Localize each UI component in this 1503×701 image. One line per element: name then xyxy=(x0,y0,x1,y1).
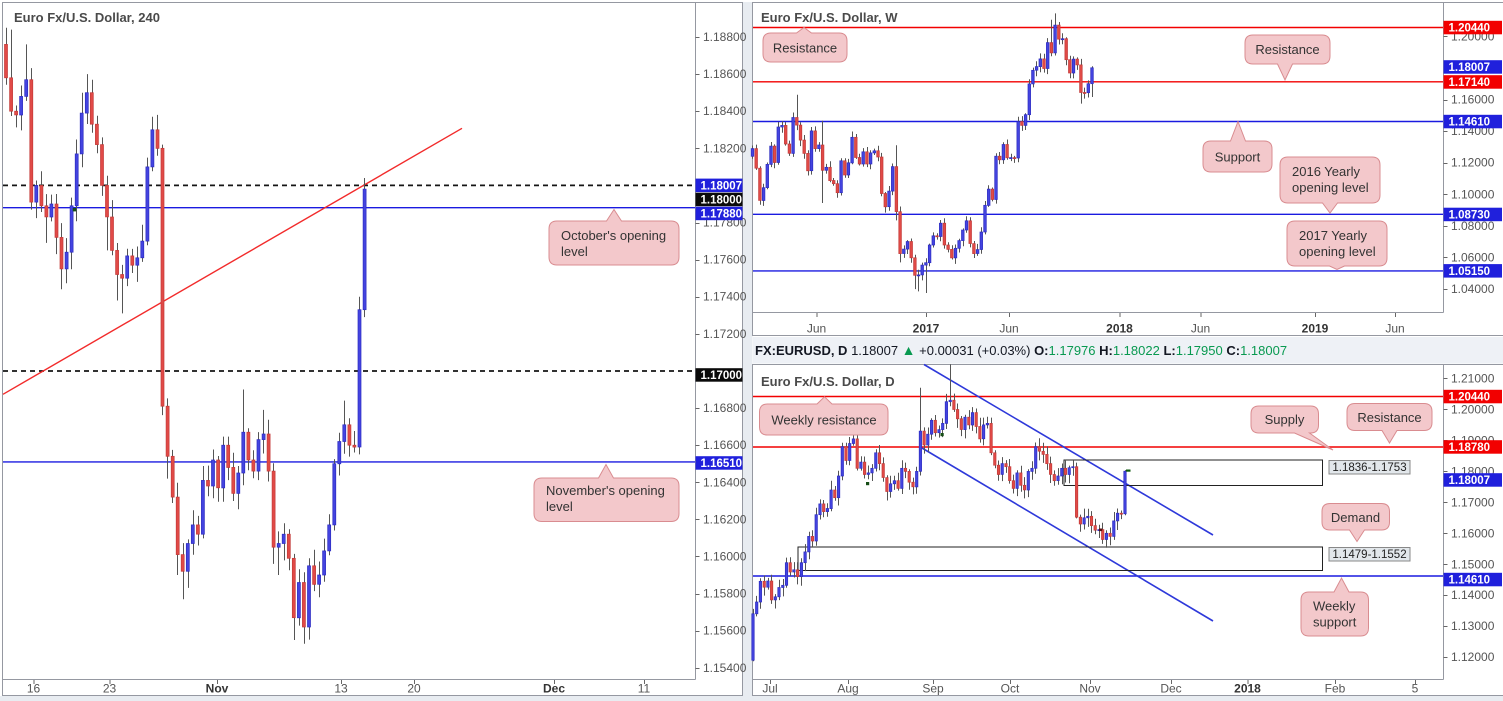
svg-text:1.18007: 1.18007 xyxy=(1449,475,1491,487)
svg-text:1.14610: 1.14610 xyxy=(1449,117,1491,129)
svg-text:1.16200: 1.16200 xyxy=(703,512,747,526)
svg-text:1.18200: 1.18200 xyxy=(703,141,747,155)
svg-text:level: level xyxy=(561,244,588,259)
svg-text:Weekly: Weekly xyxy=(1313,599,1356,614)
svg-text:5: 5 xyxy=(1412,682,1419,696)
svg-text:1.15400: 1.15400 xyxy=(703,661,747,675)
svg-text:Support: Support xyxy=(1215,150,1261,165)
svg-text:1.20440: 1.20440 xyxy=(1449,23,1491,35)
svg-text:1.17200: 1.17200 xyxy=(703,327,747,341)
svg-text:1.14610: 1.14610 xyxy=(1449,575,1491,587)
svg-text:1.18800: 1.18800 xyxy=(703,30,747,44)
svg-text:1.15000: 1.15000 xyxy=(1451,557,1495,571)
svg-text:1.1479-1.1552: 1.1479-1.1552 xyxy=(1332,549,1406,561)
svg-text:opening level: opening level xyxy=(1292,180,1369,195)
svg-text:2017: 2017 xyxy=(913,322,940,336)
svg-text:1.14000: 1.14000 xyxy=(1451,588,1495,602)
svg-text:13: 13 xyxy=(334,682,348,696)
svg-text:1.20440: 1.20440 xyxy=(1449,392,1491,404)
svg-text:11: 11 xyxy=(638,682,651,696)
svg-text:Oct: Oct xyxy=(1001,682,1020,696)
svg-text:1.12000: 1.12000 xyxy=(1451,156,1495,170)
svg-text:1.06000: 1.06000 xyxy=(1451,251,1495,265)
svg-text:1.04000: 1.04000 xyxy=(1451,282,1495,296)
svg-text:1.18000: 1.18000 xyxy=(701,194,743,206)
svg-text:1.21000: 1.21000 xyxy=(1451,372,1495,386)
svg-text:Jun: Jun xyxy=(807,322,826,336)
svg-text:20: 20 xyxy=(407,682,421,696)
svg-text:Supply: Supply xyxy=(1265,412,1305,427)
svg-text:1.16000: 1.16000 xyxy=(703,550,747,564)
svg-text:23: 23 xyxy=(103,682,117,696)
svg-text:Sep: Sep xyxy=(922,682,944,696)
svg-text:FX:EURUSD, D 1.18007 ▲ +0.000: FX:EURUSD, D 1.18007 ▲ +0.00031 (+0.03%)… xyxy=(755,342,1287,358)
svg-text:1.17140: 1.17140 xyxy=(1449,77,1491,89)
svg-text:1.17880: 1.17880 xyxy=(701,208,743,220)
svg-text:1.20000: 1.20000 xyxy=(1451,403,1495,417)
svg-text:1.16800: 1.16800 xyxy=(703,401,747,415)
svg-text:1.13000: 1.13000 xyxy=(1451,619,1495,633)
svg-text:Resistance: Resistance xyxy=(773,41,837,56)
svg-text:1.08000: 1.08000 xyxy=(1451,219,1495,233)
svg-text:2018: 2018 xyxy=(1234,682,1261,696)
svg-text:Demand: Demand xyxy=(1331,510,1380,525)
svg-text:1.18400: 1.18400 xyxy=(703,104,747,118)
svg-text:1.12000: 1.12000 xyxy=(1451,650,1495,664)
svg-text:Feb: Feb xyxy=(1325,682,1346,696)
svg-text:1.15800: 1.15800 xyxy=(703,587,747,601)
svg-text:1.16000: 1.16000 xyxy=(1451,93,1495,107)
svg-text:Euro Fx/U.S. Dollar, D: Euro Fx/U.S. Dollar, D xyxy=(761,374,895,389)
svg-text:Dec: Dec xyxy=(543,682,565,696)
svg-text:1.17000: 1.17000 xyxy=(1451,495,1495,509)
svg-text:1.16510: 1.16510 xyxy=(701,458,743,470)
svg-text:Euro Fx/U.S. Dollar, 240: Euro Fx/U.S. Dollar, 240 xyxy=(14,10,160,25)
svg-text:November's opening: November's opening xyxy=(546,483,665,498)
svg-text:1.17000: 1.17000 xyxy=(701,370,743,382)
svg-text:Jun: Jun xyxy=(1385,322,1404,336)
svg-text:Nov: Nov xyxy=(206,682,229,696)
svg-text:level: level xyxy=(546,499,573,514)
svg-text:support: support xyxy=(1313,615,1357,630)
svg-text:1.1836-1.1753: 1.1836-1.1753 xyxy=(1332,462,1406,474)
svg-text:Nov: Nov xyxy=(1079,682,1100,696)
svg-text:Resistance: Resistance xyxy=(1255,42,1319,57)
svg-text:October's opening: October's opening xyxy=(561,228,666,243)
svg-text:Jun: Jun xyxy=(999,322,1018,336)
svg-text:2018: 2018 xyxy=(1106,322,1133,336)
svg-text:2019: 2019 xyxy=(1302,322,1329,336)
svg-text:16: 16 xyxy=(27,682,41,696)
svg-text:2017 Yearly: 2017 Yearly xyxy=(1299,228,1367,243)
svg-text:Aug: Aug xyxy=(837,682,858,696)
svg-text:2016 Yearly: 2016 Yearly xyxy=(1292,164,1360,179)
svg-text:1.08730: 1.08730 xyxy=(1449,209,1491,221)
svg-text:Jun: Jun xyxy=(1191,322,1210,336)
svg-text:1.16000: 1.16000 xyxy=(1451,526,1495,540)
svg-text:1.17400: 1.17400 xyxy=(703,290,747,304)
svg-text:Resistance: Resistance xyxy=(1357,410,1421,425)
svg-text:Jul: Jul xyxy=(762,682,777,696)
svg-text:1.05150: 1.05150 xyxy=(1449,266,1491,278)
svg-text:1.16400: 1.16400 xyxy=(703,475,747,489)
svg-text:Euro Fx/U.S. Dollar, W: Euro Fx/U.S. Dollar, W xyxy=(761,10,898,25)
svg-text:1.16600: 1.16600 xyxy=(703,438,747,452)
svg-text:1.17600: 1.17600 xyxy=(703,253,747,267)
svg-text:1.18780: 1.18780 xyxy=(1449,442,1491,454)
svg-text:1.18600: 1.18600 xyxy=(703,67,747,81)
svg-text:1.18007: 1.18007 xyxy=(701,180,743,192)
svg-text:Weekly resistance: Weekly resistance xyxy=(771,413,876,428)
svg-text:Dec: Dec xyxy=(1160,682,1181,696)
svg-text:1.15600: 1.15600 xyxy=(703,624,747,638)
svg-text:1.10000: 1.10000 xyxy=(1451,187,1495,201)
svg-text:opening level: opening level xyxy=(1299,244,1376,259)
svg-text:1.18007: 1.18007 xyxy=(1449,62,1491,74)
